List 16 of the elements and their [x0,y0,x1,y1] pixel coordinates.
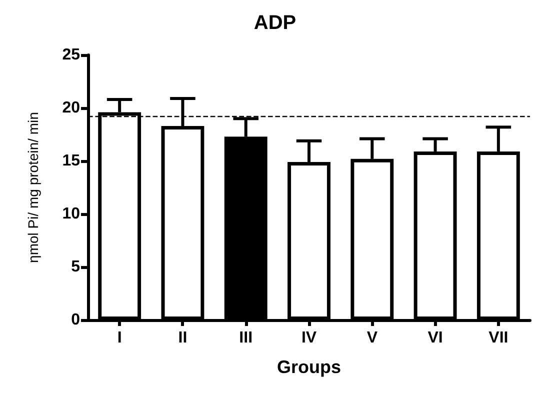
x-tick-label: II [178,330,188,346]
x-tick-label: IV [301,330,317,346]
y-tick-label: 25 [62,46,80,64]
x-axis-title: Groups [276,357,342,377]
x-tick-label: VI [428,330,443,346]
chart-title: ADP [254,12,296,34]
y-tick-label: 10 [62,206,80,222]
x-tick-label: III [239,330,253,346]
x-tick-label: VII [488,330,508,346]
y-axis-title: ηmol Pi/ mg protein/ min [25,112,41,263]
y-tick-label: 0 [71,312,80,328]
x-tick-label: I [117,330,122,346]
y-tick-label: 20 [62,100,80,116]
y-tick-label: 5 [71,258,80,276]
y-tick-label: 15 [62,152,80,170]
x-tick-label: V [366,330,378,346]
